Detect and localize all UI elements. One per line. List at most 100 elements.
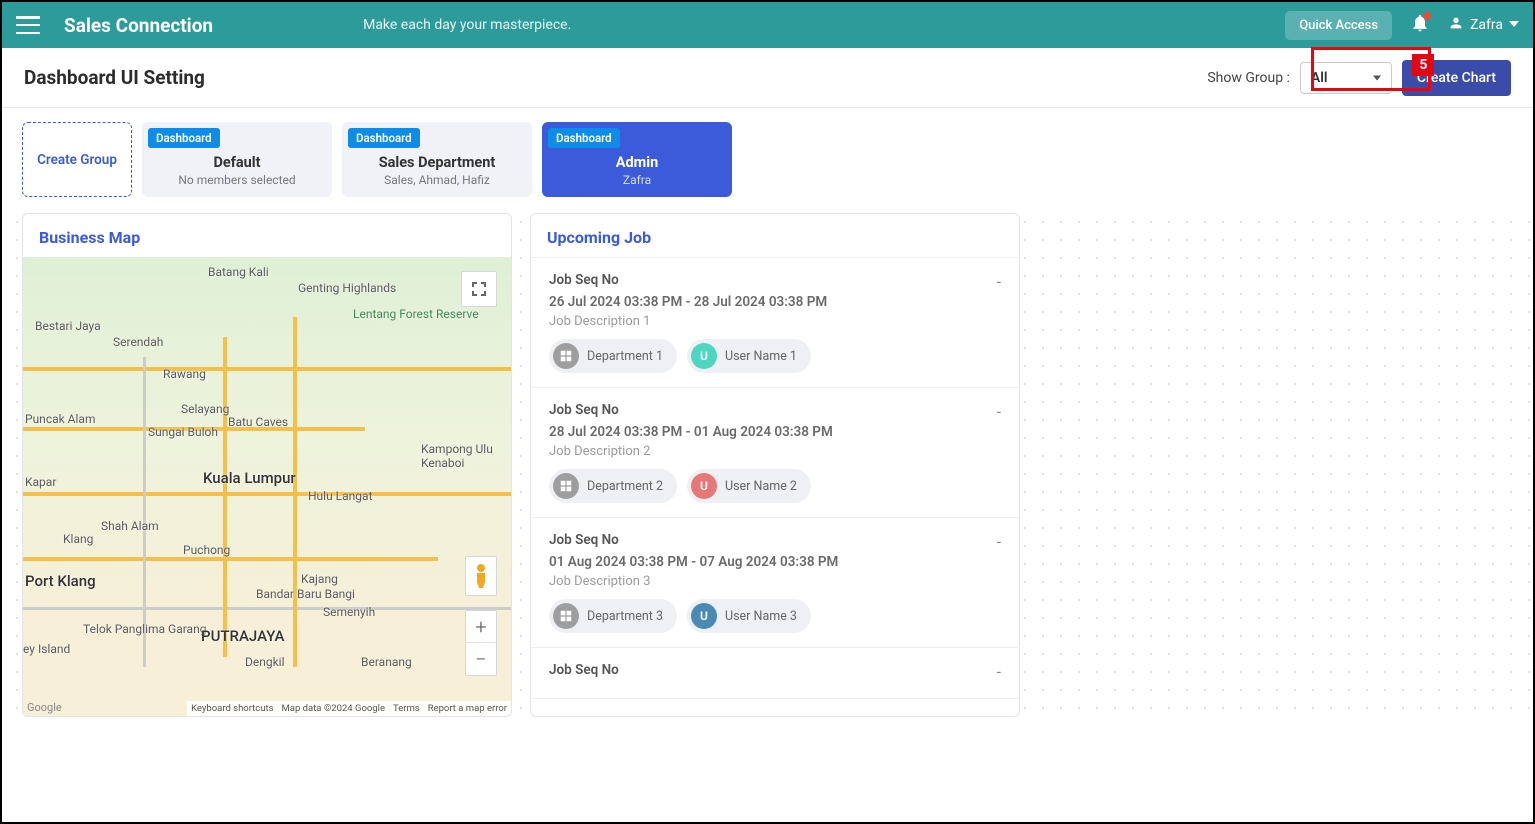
job-description: Job Description 2 [549, 444, 1001, 459]
department-pill[interactable]: Department 1 [549, 339, 677, 373]
job-collapse-icon[interactable]: - [997, 662, 1001, 681]
map-place-label: Klang [63, 532, 93, 546]
map-place-label: Serendah [113, 335, 163, 349]
map-place-label: Kampong Ulu Kenaboi [421, 442, 511, 470]
job-card[interactable]: Job Seq No- [531, 648, 1019, 699]
notification-dot-icon [1423, 12, 1431, 20]
user-pill[interactable]: U User Name 3 [687, 599, 811, 633]
map-zoom-control: + − [465, 610, 497, 676]
job-seq-label: Job Seq No [549, 532, 1001, 548]
map-place-label: Kapar [25, 475, 56, 489]
map-place-label: Port Klang [25, 572, 96, 590]
user-menu[interactable]: Zafra [1448, 15, 1519, 35]
map-zoom-in-button[interactable]: + [466, 611, 496, 643]
map-place-label: Sungai Buloh [148, 425, 218, 439]
map-place-label: PUTRAJAYA [201, 627, 284, 645]
sub-header: Dashboard UI Setting Show Group : All Cr… [2, 48, 1533, 108]
jobs-list: Job Seq No - 26 Jul 2024 03:38 PM - 28 J… [531, 257, 1019, 716]
group-select[interactable]: All [1300, 62, 1392, 94]
chevron-down-icon [1509, 17, 1519, 33]
map-keyboard-shortcuts[interactable]: Keyboard shortcuts [191, 703, 273, 714]
job-seq-label: Job Seq No [549, 662, 1001, 678]
dashboard-badge: Dashboard [348, 128, 420, 148]
quick-access-button[interactable]: Quick Access [1285, 11, 1392, 40]
map-place-label: Bandar Baru Bangi [256, 587, 355, 601]
upcoming-job-panel: Upcoming Job Job Seq No - 26 Jul 2024 03… [530, 213, 1020, 717]
user-icon [1448, 15, 1464, 35]
job-card[interactable]: Job Seq No - 26 Jul 2024 03:38 PM - 28 J… [531, 258, 1019, 388]
map-place-label: Shah Alam [101, 519, 159, 533]
groups-row: Create Group Dashboard Default No member… [2, 108, 1533, 207]
map-place-label: Beranang [361, 655, 412, 669]
user-name: User Name 2 [725, 479, 797, 494]
map-place-label: Kajang [301, 572, 338, 586]
username-label: Zafra [1470, 17, 1503, 33]
user-avatar-icon: U [691, 473, 717, 499]
map-fullscreen-button[interactable] [461, 271, 497, 307]
map-place-label: Genting Highlands [298, 281, 396, 295]
map-place-label: Lentang Forest Reserve [353, 307, 479, 321]
group-card[interactable]: Dashboard Admin Zafra [542, 122, 732, 197]
map-place-label: Semenyih [323, 605, 375, 619]
map-place-label: Rawang [163, 367, 206, 381]
map-place-label: Puchong [183, 543, 230, 557]
map-place-label: Batu Caves [228, 415, 288, 429]
job-card[interactable]: Job Seq No - 28 Jul 2024 03:38 PM - 01 A… [531, 388, 1019, 518]
map-zoom-out-button[interactable]: − [466, 643, 496, 675]
map-report-link[interactable]: Report a map error [428, 703, 507, 714]
group-select-value: All [1311, 70, 1328, 86]
user-avatar-icon: U [691, 603, 717, 629]
department-pill[interactable]: Department 3 [549, 599, 677, 633]
map-place-label: Bestari Jaya [35, 319, 101, 333]
map-attribution: Keyboard shortcuts Map data ©2024 Google… [187, 701, 511, 716]
job-description: Job Description 1 [549, 314, 1001, 329]
map-terms-link[interactable]: Terms [393, 703, 420, 714]
map-place-label: Batang Kali [208, 265, 269, 279]
user-pill[interactable]: U User Name 1 [687, 339, 811, 373]
job-collapse-icon[interactable]: - [997, 272, 1001, 291]
brand-title: Sales Connection [64, 14, 213, 37]
tagline-text: Make each day your masterpiece. [363, 17, 571, 33]
user-pill[interactable]: U User Name 2 [687, 469, 811, 503]
callout-number: 5 [1412, 54, 1434, 76]
notifications-icon[interactable] [1410, 13, 1430, 37]
jobs-panel-title: Upcoming Job [531, 214, 1019, 257]
create-group-card[interactable]: Create Group [22, 122, 132, 197]
map-place-label: ey Island [23, 642, 70, 656]
map-canvas[interactable]: Batang Kali Genting Highlands Lentang Fore… [23, 257, 511, 716]
dashboard-badge: Dashboard [148, 128, 220, 148]
group-card[interactable]: Dashboard Default No members selected [142, 122, 332, 197]
department-icon [553, 603, 579, 629]
group-title: Default [142, 154, 332, 171]
map-panel-title: Business Map [23, 214, 511, 257]
group-subtitle: No members selected [142, 173, 332, 187]
map-place-label: Selayang [181, 402, 229, 416]
group-card[interactable]: Dashboard Sales Department Sales, Ahmad,… [342, 122, 532, 197]
job-collapse-icon[interactable]: - [997, 532, 1001, 551]
map-place-label: Kuala Lumpur [203, 469, 296, 487]
dashboard-grid: Business Map Batang Kali Genting Highland… [2, 207, 1533, 717]
menu-icon[interactable] [16, 16, 40, 34]
show-group-label: Show Group : [1207, 70, 1290, 86]
map-google-logo: Google [27, 701, 62, 714]
job-seq-label: Job Seq No [549, 402, 1001, 418]
page-title: Dashboard UI Setting [24, 66, 205, 89]
map-place-label: Dengkil [245, 655, 285, 669]
map-place-label: Telok Panglima Garang [83, 622, 206, 636]
map-data-label: Map data ©2024 Google [282, 703, 385, 714]
job-times: 26 Jul 2024 03:38 PM - 28 Jul 2024 03:38… [549, 294, 1001, 310]
department-pill[interactable]: Department 2 [549, 469, 677, 503]
group-subtitle: Zafra [542, 173, 732, 187]
department-name: Department 2 [587, 479, 663, 494]
map-pegman-button[interactable] [465, 556, 497, 596]
user-avatar-icon: U [691, 343, 717, 369]
user-name: User Name 3 [725, 609, 797, 624]
department-icon [553, 473, 579, 499]
group-title: Sales Department [342, 154, 532, 171]
job-description: Job Description 3 [549, 574, 1001, 589]
map-place-label: Puncak Alam [25, 412, 95, 426]
job-collapse-icon[interactable]: - [997, 402, 1001, 421]
job-card[interactable]: Job Seq No - 01 Aug 2024 03:38 PM - 07 A… [531, 518, 1019, 648]
empty-grid-region[interactable] [1038, 213, 1513, 717]
group-subtitle: Sales, Ahmad, Hafiz [342, 173, 532, 187]
